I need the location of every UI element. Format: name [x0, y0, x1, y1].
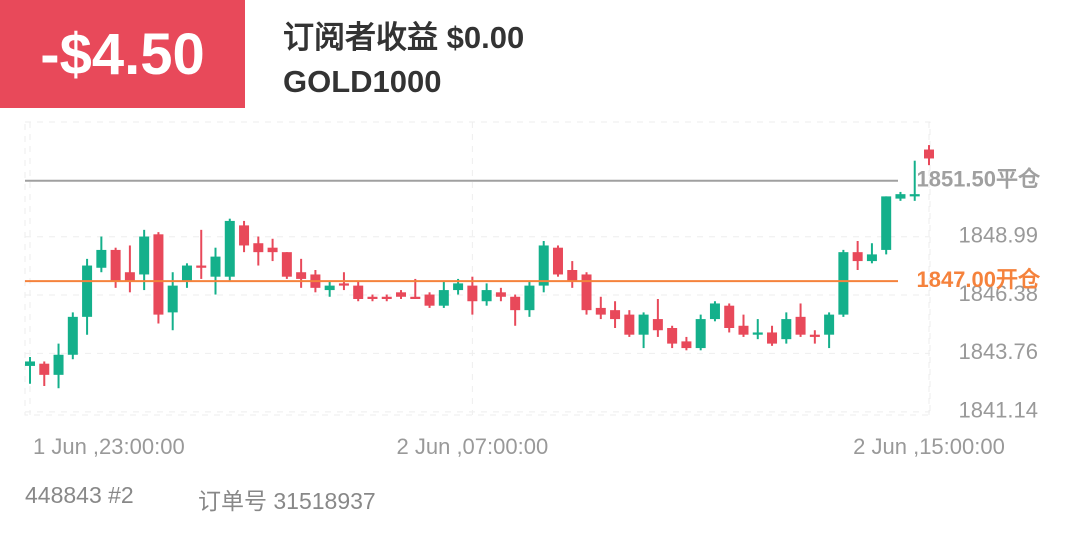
- candle-body: [724, 305, 735, 328]
- candle-body: [381, 296, 392, 299]
- candle-body: [824, 314, 835, 335]
- candle-body: [481, 290, 492, 302]
- candle-body: [895, 194, 906, 199]
- candle-body: [353, 285, 364, 299]
- candle-body: [181, 265, 192, 282]
- y-tick-label: 1846.38: [958, 281, 1038, 306]
- candle-body: [924, 149, 934, 159]
- candle-body: [838, 252, 849, 315]
- candle-body: [809, 334, 820, 337]
- level-label: 1851.50平仓: [916, 167, 1041, 192]
- x-tick-label: 2 Jun ,15:00:00: [853, 434, 1005, 459]
- candle-body: [267, 247, 278, 253]
- candle-body: [795, 316, 806, 335]
- symbol: GOLD1000: [283, 64, 442, 99]
- candle-body: [681, 341, 692, 349]
- candle-body: [709, 303, 720, 320]
- candle-body: [239, 225, 250, 246]
- candle-body: [196, 265, 207, 268]
- level-label: 1847.00开仓: [916, 267, 1041, 292]
- x-tick-label: 2 Jun ,07:00:00: [397, 434, 549, 459]
- candle-body: [752, 332, 763, 335]
- candle-body: [224, 220, 235, 277]
- candle-body: [667, 328, 678, 344]
- candle-body: [738, 325, 749, 335]
- candle-body: [396, 292, 407, 297]
- candle-body: [495, 292, 506, 297]
- candle-body: [338, 283, 349, 286]
- candle-body: [296, 272, 307, 279]
- candle-body: [453, 283, 464, 291]
- candle-body: [909, 194, 920, 197]
- candle-body: [139, 236, 150, 275]
- candle-body: [538, 245, 549, 286]
- candle-body: [110, 249, 121, 282]
- candle-body: [695, 319, 706, 349]
- candle-body: [852, 252, 863, 262]
- candle-body: [524, 285, 535, 311]
- candle-body: [82, 265, 93, 317]
- account: 448843 #2: [25, 482, 134, 508]
- candle-body: [638, 314, 649, 335]
- candle-body: [210, 256, 221, 277]
- candle-body: [153, 234, 164, 315]
- candle-body: [53, 354, 64, 375]
- candle-body: [866, 254, 877, 262]
- title: 订阅者收益 $0.00: [283, 20, 525, 55]
- candle-body: [624, 314, 635, 335]
- candle-body: [253, 243, 264, 253]
- candle-body: [510, 296, 521, 311]
- y-tick-label: 1841.14: [958, 398, 1038, 423]
- candle-body: [167, 285, 178, 313]
- candle-body: [652, 319, 663, 331]
- candle-body: [767, 332, 778, 344]
- plot-frame: [24, 121, 931, 416]
- candle-body: [281, 252, 292, 277]
- candle-body: [410, 296, 421, 299]
- candle-body: [781, 319, 792, 340]
- candle-body: [25, 361, 35, 366]
- y-tick-label: 1843.76: [958, 339, 1038, 364]
- x-tick-label: 1 Jun ,23:00:00: [33, 434, 185, 459]
- candle-body: [610, 310, 621, 320]
- candle-body: [567, 270, 578, 282]
- candle-body: [581, 274, 592, 311]
- candle-body: [96, 249, 107, 268]
- candle-body: [324, 285, 335, 291]
- candle-body: [552, 247, 563, 275]
- pnl-badge: -$4.50: [0, 0, 245, 108]
- y-tick-label: 1848.99: [958, 223, 1038, 248]
- candle-body: [467, 285, 478, 302]
- candle-body: [881, 196, 892, 250]
- candle-body: [124, 272, 135, 282]
- order-number: 订单号 31518937: [198, 488, 376, 514]
- candle-body: [67, 316, 78, 355]
- candle-body: [39, 363, 50, 375]
- candle-body: [438, 290, 449, 306]
- candle-body: [595, 307, 606, 315]
- candle-body: [367, 296, 378, 299]
- candle-body: [424, 294, 435, 306]
